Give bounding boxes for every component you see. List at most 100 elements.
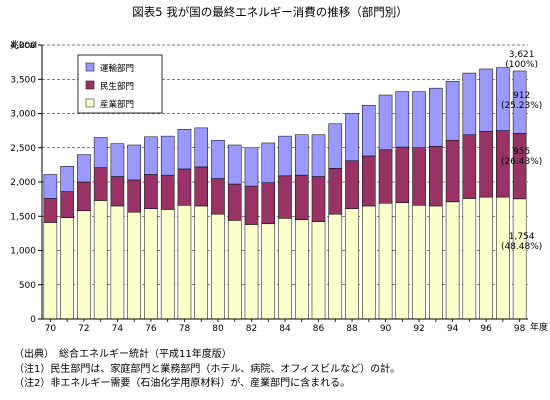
x-tick-label: 90 [380, 324, 392, 334]
bar-segment-transport [462, 72, 477, 135]
x-tick-label: 96 [480, 324, 492, 334]
bar-segment-transport [194, 127, 208, 168]
x-tick-label: 78 [179, 324, 191, 334]
x-tick-label: 82 [246, 324, 257, 334]
bar-segment-residential [144, 174, 158, 209]
legend-swatch [85, 98, 95, 108]
x-tick-label: 74 [112, 324, 124, 334]
bar-segment-transport [110, 143, 125, 177]
y-axis-ticks: 0 500 1,000 1,500 2,000 2,500 3,000 3,500 4,000 [10, 41, 42, 325]
x-tick-label: 76 [145, 324, 157, 334]
y-tick-label: 500 [19, 281, 36, 291]
bar-segment-industry [177, 205, 192, 320]
bar-segment-industry [278, 218, 292, 320]
bar-segment-transport [429, 87, 443, 147]
bar-segment-industry [362, 205, 376, 320]
x-tick-label: 98 [514, 324, 526, 334]
bar-segment-residential [160, 174, 175, 210]
bar-segment-residential [278, 175, 292, 219]
bar-segment-transport [93, 137, 108, 168]
bar-segment-residential [479, 131, 493, 198]
bar-segment-industry [395, 202, 410, 320]
bar-segment-transport [328, 123, 343, 169]
bar-segment-transport [177, 129, 192, 170]
x-tick-label: 88 [346, 324, 358, 334]
x-tick-label: 70 [45, 324, 57, 334]
bar-segment-industry [311, 221, 326, 320]
y-tick-label: 4,000 [10, 41, 36, 51]
x-tick-label: 80 [212, 324, 224, 334]
bar-segment-residential [194, 166, 208, 207]
x-tick-label: 92 [413, 324, 424, 334]
bar-segment-transport [294, 134, 309, 176]
bar-segment-transport [43, 174, 58, 199]
legend-swatch [85, 62, 95, 72]
bar-segment-industry [160, 209, 175, 320]
bar-segment-industry [127, 211, 141, 320]
bar-segment-transport [378, 94, 393, 151]
y-tick-label: 0 [30, 315, 36, 325]
bar-segment-industry [77, 210, 91, 320]
bar-segment-residential [328, 168, 343, 215]
bar-segment-residential [445, 139, 460, 203]
bar-segment-transport [311, 134, 326, 177]
legend-label: 民生部門 [100, 81, 134, 92]
bar-segment-transport [395, 91, 410, 148]
note-source: （出典） 総合エネルギー統計（平成11年度版） [14, 349, 232, 360]
bar-segment-transport [496, 67, 510, 131]
footnotes: （出典） 総合エネルギー統計（平成11年度版） （注1）民生部門は、家庭部門と業… [14, 348, 400, 392]
annotation-segment: (26.43%) [501, 157, 542, 167]
y-tick-label: 1,500 [10, 212, 36, 222]
bars [43, 67, 527, 320]
bar-segment-residential [311, 176, 326, 222]
bar-segment-residential [345, 160, 359, 209]
bar-segment-industry [445, 201, 460, 320]
bar-segment-industry [294, 219, 309, 320]
bar-segment-industry [328, 213, 343, 320]
bar-segment-industry [194, 205, 208, 320]
x-axis-ticks: 70 72 74 76 78 80 82 84 86 88 90 92 94 96 98 [45, 319, 526, 334]
note-1: （注1）民生部門は、家庭部門と業務部門（ホテル、病院、オフィスビルなど）の計。 [14, 363, 401, 375]
bar-segment-transport [160, 135, 175, 176]
annotation-segment: 1,754 [509, 232, 535, 242]
bar-segment-residential [43, 198, 58, 223]
x-tick-label: 72 [78, 324, 89, 334]
bar-segment-industry [345, 208, 359, 320]
bar-segment-industry [261, 223, 276, 320]
y-tick-label: 3,000 [10, 110, 36, 120]
y-tick-label: 2,500 [10, 144, 36, 154]
bar-segment-industry [244, 224, 259, 320]
annotation-total: (100%) [505, 60, 538, 70]
bar-segment-transport [144, 136, 158, 175]
x-axis-label: 年度 [530, 321, 548, 333]
bar-segment-industry [429, 205, 443, 320]
bar-segment-residential [177, 168, 192, 206]
note-2: （注2）非エネルギー需要（石油化学用原材料）が、産業部門に含まれる。 [14, 378, 351, 389]
annotation-segment: (48.48%) [501, 242, 542, 252]
bar-segment-transport [127, 144, 141, 181]
bar-segment-transport [479, 68, 493, 132]
bar-segment-residential [395, 146, 410, 203]
bar-segment-transport [412, 91, 426, 148]
bar-segment-industry [110, 205, 125, 320]
bar-segment-residential [429, 146, 443, 207]
x-tick-label: 86 [313, 324, 325, 334]
bar-segment-industry [43, 222, 58, 320]
bar-segment-transport [77, 154, 91, 183]
bar-segment-transport [278, 135, 292, 177]
bar-segment-residential [110, 176, 125, 207]
bar-segment-residential [362, 155, 376, 207]
bar-segment-industry [512, 198, 527, 320]
bar-segment-residential [412, 147, 426, 206]
bar-segment-residential [93, 167, 108, 201]
bar-segment-residential [60, 191, 74, 218]
bar-segment-transport [445, 81, 460, 141]
bar-segment-transport [261, 142, 276, 183]
chart-title: 図表5 我が国の最終エネルギー消費の推移（部門別） [132, 5, 407, 19]
bar-segment-residential [211, 178, 225, 215]
y-axis-unit-label: 兆kcal [10, 40, 37, 51]
y-tick-label: 2,000 [10, 178, 36, 188]
bar-segment-transport [512, 70, 527, 134]
bar-segment-industry [211, 213, 225, 320]
